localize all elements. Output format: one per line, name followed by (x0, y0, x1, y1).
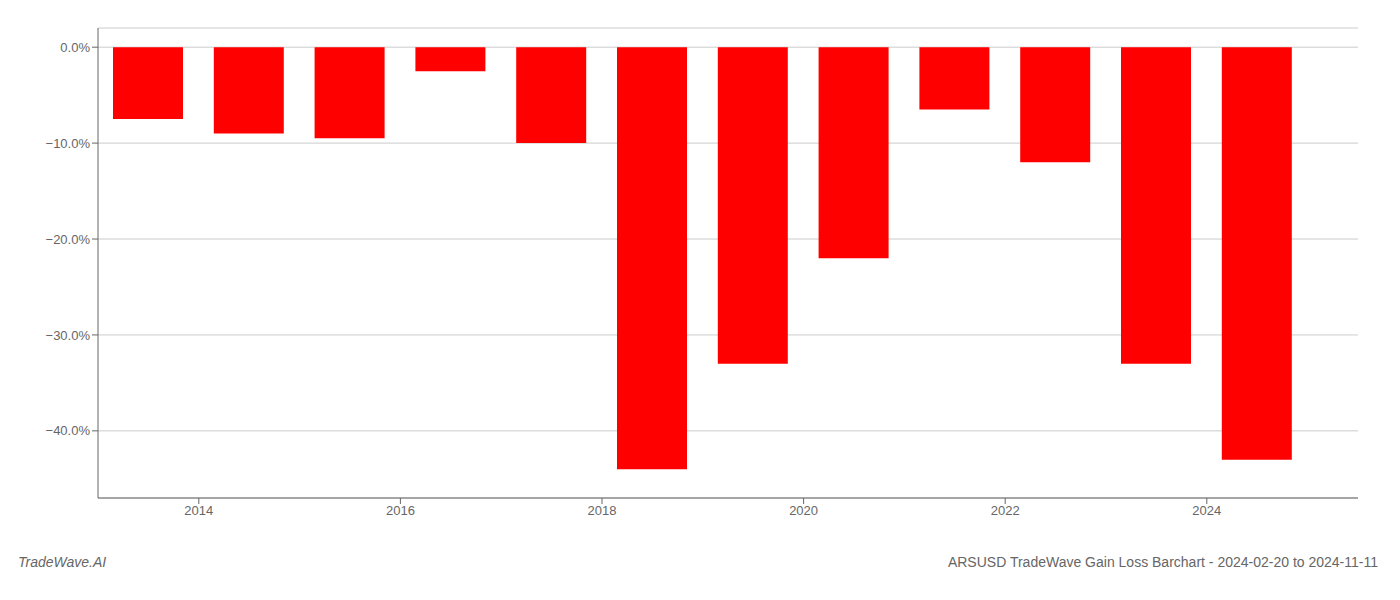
svg-text:2016: 2016 (386, 503, 415, 518)
svg-text:2022: 2022 (991, 503, 1020, 518)
svg-text:−10.0%: −10.0% (46, 136, 91, 151)
html-text:ARSUSD TradeWave Gain Loss Bar: ARSUSD TradeWave Gain Loss Barchart - 20… (947, 554, 1378, 570)
svg-text:2020: 2020 (789, 503, 818, 518)
svg-text:2018: 2018 (588, 503, 617, 518)
svg-text:0.0%: 0.0% (60, 40, 90, 55)
svg-text:−30.0%: −30.0% (46, 328, 91, 343)
svg-text:2014: 2014 (184, 503, 213, 518)
svg-text:−20.0%: −20.0% (46, 232, 91, 247)
svg-text:2024: 2024 (1192, 503, 1221, 518)
html-text:TradeWave.AI: TradeWave.AI (18, 554, 107, 570)
svg-text:−40.0%: −40.0% (46, 423, 91, 438)
